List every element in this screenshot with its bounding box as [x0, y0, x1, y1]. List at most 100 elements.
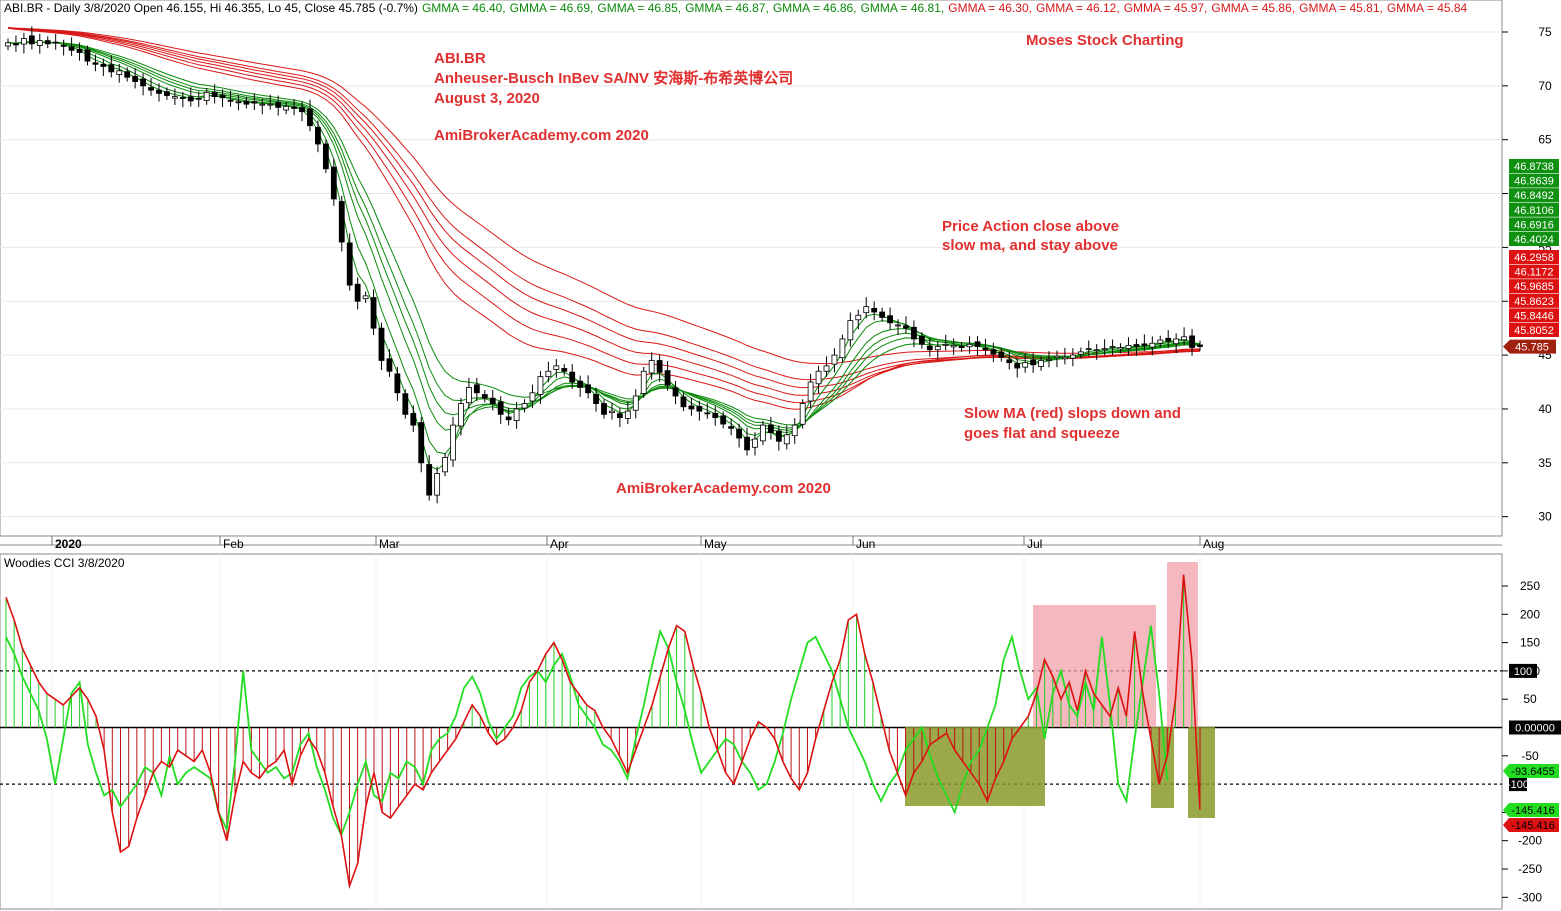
upper-header: ABI.BR - Daily 3/8/2020 Open 46.155, Hi 4… [4, 1, 1468, 15]
cci-tick-label: 50 [1523, 692, 1537, 706]
candle-body [720, 415, 727, 425]
gmma-fast-tag-value: 46.8738 [1514, 161, 1554, 173]
price-tick-label: 75 [1538, 25, 1552, 39]
month-label: Apr [550, 537, 569, 551]
candle-body [402, 393, 409, 415]
candle-body [28, 35, 35, 45]
candle-body [1085, 348, 1092, 351]
candle-body [1117, 347, 1124, 350]
candle-body [1133, 344, 1140, 347]
candle-body [1125, 345, 1132, 349]
candle-body [974, 341, 981, 347]
cci-level-tag-minus100-value: -100 [1507, 779, 1529, 791]
cci-tick-label: -200 [1518, 834, 1542, 848]
candle-body [767, 424, 774, 434]
candle-body [13, 43, 19, 46]
candle-body [640, 370, 647, 394]
candle-body [132, 75, 139, 82]
cci-tick-label: -50 [1521, 749, 1539, 763]
candle-body [704, 412, 711, 415]
candle-body [688, 405, 695, 410]
gmma-fast-tag [1509, 188, 1559, 203]
cci-level-tag-minus100 [1509, 777, 1527, 792]
cci-value-tag-green-2-value: -145.416 [1511, 805, 1554, 817]
candle-body [195, 97, 202, 100]
cci-tick-label: 150 [1520, 636, 1540, 650]
candle-body [1181, 336, 1188, 341]
candle-body [346, 242, 353, 286]
annotation-date: August 3, 2020 [434, 90, 540, 107]
candle-body [124, 71, 131, 78]
candle-body [529, 392, 536, 402]
candle-body [60, 44, 67, 47]
candle-body [998, 351, 1005, 358]
gmma-slow-tag-value: 45.8446 [1514, 310, 1554, 322]
candle-body [68, 46, 75, 51]
candle-body [76, 49, 83, 53]
candle-body [839, 338, 846, 359]
candle-body [760, 424, 766, 442]
annotation-price-action-2: slow ma, and stay above [942, 237, 1118, 254]
candle-body [632, 395, 639, 411]
candle-body [855, 314, 862, 321]
candle-body [744, 436, 750, 451]
candle-body [553, 365, 560, 370]
candle-body [895, 324, 901, 327]
price-tick-label: 65 [1538, 133, 1552, 147]
candle-body [378, 327, 385, 361]
candle-body [1030, 359, 1037, 366]
candle-body [1069, 354, 1076, 359]
cci-level-tag-0 [1509, 720, 1561, 735]
candle-body [44, 40, 51, 45]
candle-body [92, 62, 99, 65]
gmma-fast-tag-value: 46.8639 [1514, 176, 1554, 188]
candle-body [1014, 363, 1021, 369]
cci-level-tag-0-value: 0.00000 [1515, 723, 1555, 735]
candle-body [227, 99, 234, 102]
candle-body [728, 426, 735, 429]
cci-level-tag-100-value: 100 [1514, 666, 1532, 678]
candle-body [1077, 351, 1084, 355]
cci-value-tag-green [1503, 764, 1559, 778]
gmma-slow-tag [1509, 293, 1559, 308]
gmma-slow-tag-value: 45.8052 [1514, 325, 1554, 337]
gmma-header-value: GMMA = 46.69, [510, 1, 594, 15]
annotation-site-bottom: AmiBrokerAcademy.com 2020 [616, 480, 831, 497]
candle-body [775, 430, 782, 442]
candle-body [1109, 346, 1116, 348]
gmma-slow-tag [1509, 264, 1559, 279]
gmma-fast-tag [1509, 217, 1559, 232]
candle-body [108, 64, 115, 73]
gmma-slow-tag-value: 45.8623 [1514, 296, 1554, 308]
cci-tick-label: -250 [1518, 862, 1542, 876]
annotation-slow-ma-2: goes flat and squeeze [964, 425, 1120, 442]
candle-body [36, 40, 43, 46]
gmma-slow-tag [1509, 308, 1559, 323]
gmma-slow-tag [1509, 323, 1559, 337]
gmma-fast-tag [1509, 159, 1559, 173]
candle-body [84, 49, 91, 62]
candle-body [100, 63, 107, 67]
candle-body [871, 307, 878, 313]
candle-body [1141, 343, 1148, 346]
price-pane [0, 0, 1503, 537]
candle-body [823, 365, 830, 372]
cci-pane [0, 553, 1503, 910]
cci-tick-label: -300 [1518, 890, 1542, 904]
candle-body [696, 405, 703, 412]
price-tick-label: 30 [1538, 510, 1552, 524]
annotation-slow-ma-1: Slow MA (red) slops down and [964, 405, 1181, 422]
price-tick-label: 70 [1538, 79, 1552, 93]
gmma-slow-tag-value: 45.9685 [1514, 281, 1554, 293]
candle-body [505, 416, 512, 421]
price-tick-label: 35 [1538, 456, 1552, 470]
candle-body [338, 201, 345, 243]
candle-body [513, 408, 520, 421]
candle-body [1062, 356, 1068, 360]
candle-body [458, 403, 464, 427]
cci-value-tag-red [1503, 818, 1559, 832]
candle-body [354, 283, 361, 302]
candle-body [291, 106, 297, 109]
candle-body [990, 349, 997, 355]
